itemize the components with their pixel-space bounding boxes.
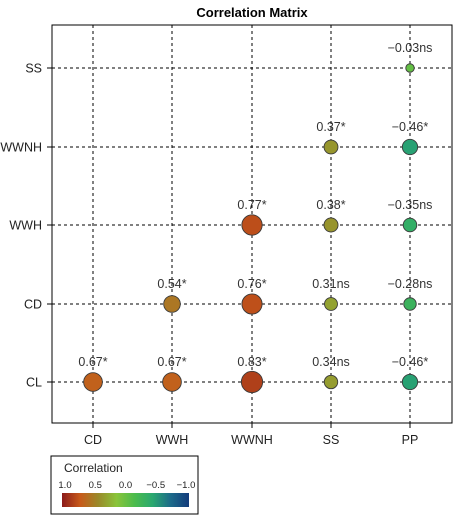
chart-title: Correlation Matrix xyxy=(196,5,308,20)
bubble-ss-wwh xyxy=(323,217,339,233)
bubble-pp-wwh xyxy=(402,217,418,233)
value-label: 0.76* xyxy=(237,277,266,291)
legend-tick-label: −1.0 xyxy=(177,480,196,491)
y-tick-label: CD xyxy=(24,298,42,312)
value-label: 0.67* xyxy=(78,355,107,369)
value-label: −0.03ns xyxy=(388,41,433,55)
y-tick-label: WWNH xyxy=(0,141,42,155)
x-tick-label: SS xyxy=(323,433,340,447)
value-label: −0.28ns xyxy=(388,277,433,291)
bubble-wwnh-cl xyxy=(240,370,264,394)
bubble-wwh-cl xyxy=(162,372,182,392)
legend-title: Correlation xyxy=(64,461,123,475)
bubble-ss-cd xyxy=(324,297,338,311)
legend-color-bar xyxy=(62,493,189,507)
value-label: 0.77* xyxy=(237,198,266,212)
x-tick-label: CD xyxy=(84,433,102,447)
bubble-cd-cl xyxy=(83,372,103,392)
bubble-pp-wwnh xyxy=(401,138,419,156)
value-label: 0.83* xyxy=(237,355,266,369)
value-label: −0.46* xyxy=(392,120,429,134)
bubble-ss-wwnh xyxy=(323,139,339,155)
y-tick-label: SS xyxy=(25,62,42,76)
y-tick-label: CL xyxy=(26,376,42,390)
value-label: 0.34ns xyxy=(312,355,350,369)
legend-tick-label: 0.0 xyxy=(119,480,132,491)
bubble-pp-ss xyxy=(405,63,415,73)
bubble-ss-cl xyxy=(323,374,339,390)
legend-ticks: 1.0 0.5 0.0 −0.5 −1.0 xyxy=(58,480,195,491)
bubble-wwnh-cd xyxy=(241,293,263,315)
bubble-pp-cl xyxy=(401,373,419,391)
bubble-wwh-cd xyxy=(163,295,181,313)
legend: Correlation 1.0 0.5 0.0 −0.5 −1.0 xyxy=(50,455,199,515)
bubble-series xyxy=(83,63,419,394)
value-label: 0.54* xyxy=(157,277,186,291)
value-label: 0.31ns xyxy=(312,277,350,291)
y-tick-label: WWH xyxy=(9,219,42,233)
value-labels: 0.67* 0.67* 0.83* 0.34ns −0.46* 0.54* 0.76* 0.3… xyxy=(78,41,432,369)
value-label: 0.67* xyxy=(157,355,186,369)
value-label: 0.37* xyxy=(316,120,345,134)
value-label: −0.46* xyxy=(392,355,429,369)
x-tick-label: WWH xyxy=(156,433,189,447)
bubble-wwnh-wwh xyxy=(241,214,263,236)
y-axis-ticks: CL CD WWH WWNH SS xyxy=(0,62,52,390)
value-label: 0.38* xyxy=(316,198,345,212)
value-label: −0.35ns xyxy=(388,198,433,212)
legend-tick-label: −0.5 xyxy=(146,480,165,491)
x-axis-ticks: CD WWH WWNH SS PP xyxy=(84,423,418,447)
x-tick-label: PP xyxy=(402,433,419,447)
bubble-pp-cd xyxy=(403,297,417,311)
x-tick-label: WWNH xyxy=(231,433,273,447)
legend-tick-label: 0.5 xyxy=(89,480,102,491)
legend-tick-label: 1.0 xyxy=(58,480,71,491)
